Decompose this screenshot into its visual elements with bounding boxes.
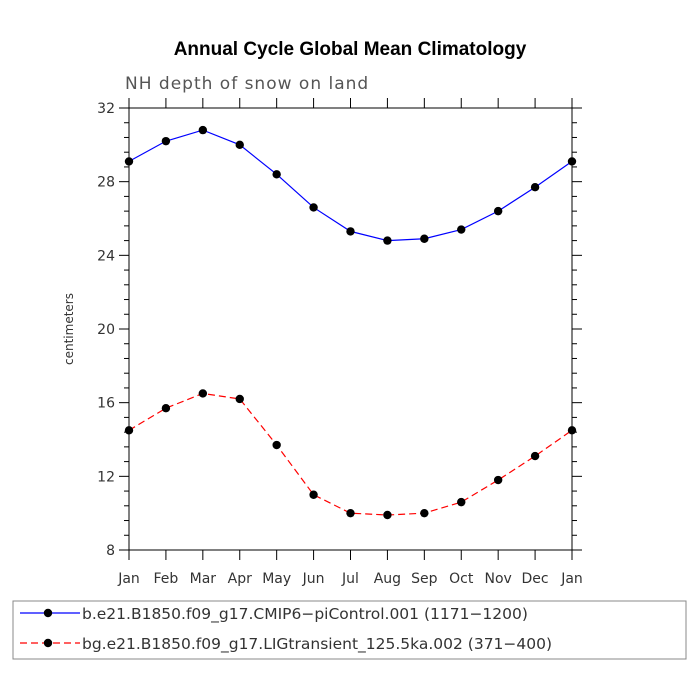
- legend-box: [12, 600, 687, 660]
- data-point: [420, 234, 429, 243]
- x-tick-label: Jan: [117, 571, 140, 587]
- data-point: [493, 475, 503, 485]
- legend: b.e21.B1850.f09_g17.CMIP6−piControl.001 …: [12, 600, 687, 660]
- x-tick-label: Aug: [374, 571, 401, 587]
- y-tick-label: 12: [97, 469, 115, 485]
- data-point: [161, 403, 171, 413]
- data-point: [420, 508, 429, 518]
- data-point: [272, 170, 281, 179]
- data-point: [272, 440, 281, 450]
- plot-frame: [128, 107, 573, 551]
- data-point: [309, 203, 318, 212]
- x-tick-label: Feb: [154, 571, 179, 587]
- x-tick-label: Jan: [560, 571, 583, 587]
- series-line: [128, 392, 573, 516]
- data-point: [530, 451, 540, 461]
- y-tick-label: 24: [97, 248, 115, 264]
- data-point: [383, 510, 392, 520]
- x-tick-label: Sep: [411, 571, 438, 587]
- data-point: [198, 389, 208, 398]
- data-point: [235, 140, 244, 150]
- legend-label: b.e21.B1850.f09_g17.CMIP6−piControl.001 …: [82, 605, 528, 624]
- series-line: [128, 129, 573, 242]
- data-point: [235, 394, 244, 404]
- plot-area: [124, 125, 577, 520]
- legend-label: bg.e21.B1850.f09_g17.LIGtransient_125.5k…: [82, 635, 552, 654]
- data-point: [124, 157, 134, 166]
- y-tick-label: 16: [97, 396, 115, 412]
- data-point: [161, 136, 171, 146]
- chart-title: Annual Cycle Global Mean Climatology: [174, 39, 527, 60]
- x-tick-label: Nov: [485, 571, 512, 587]
- chart-subtitle: NH depth of snow on land: [125, 74, 369, 94]
- y-tick-label: 32: [97, 101, 115, 117]
- data-point: [346, 227, 355, 236]
- data-point: [457, 225, 466, 234]
- data-point: [124, 426, 134, 435]
- x-tick-label: Mar: [190, 571, 217, 587]
- axes: 8 12 16 20 24 28 32 Jan Feb Mar Apr May Jun Jul Aug Sep…: [97, 98, 583, 587]
- legend-marker: [43, 608, 53, 618]
- data-point: [493, 206, 503, 216]
- data-point: [567, 157, 577, 166]
- y-tick-label: 20: [97, 322, 115, 338]
- y-axis-label: centimeters: [62, 293, 76, 365]
- x-tick-label: Jun: [302, 571, 325, 587]
- data-point: [383, 236, 392, 245]
- data-point: [457, 497, 466, 507]
- y-tick-label: 8: [106, 543, 115, 559]
- x-tick-label: Oct: [449, 571, 474, 587]
- x-tick-label: May: [262, 571, 291, 587]
- data-point: [346, 508, 355, 518]
- data-point: [567, 426, 577, 435]
- data-point: [309, 490, 318, 499]
- x-tick-label: Dec: [522, 571, 549, 587]
- x-tick-label: Apr: [228, 571, 252, 587]
- data-point: [198, 125, 208, 135]
- x-tick-label: Jul: [341, 571, 359, 587]
- y-tick-label: 28: [97, 175, 115, 191]
- legend-marker: [43, 638, 53, 648]
- data-point: [530, 182, 540, 192]
